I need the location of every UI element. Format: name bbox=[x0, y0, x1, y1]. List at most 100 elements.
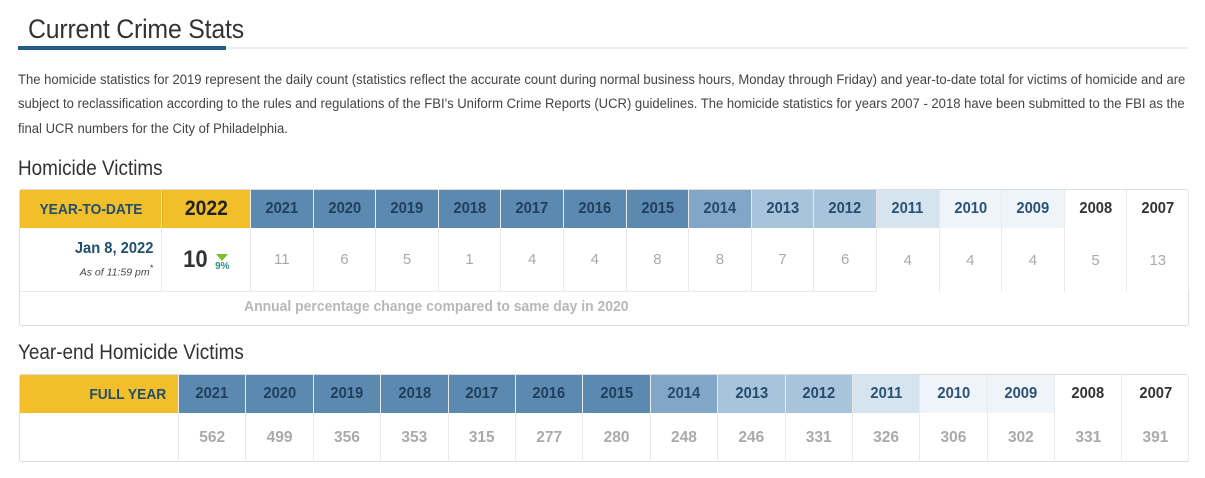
current-ytd-cell: 10 9% bbox=[162, 228, 251, 292]
yearend-year-header: 2020 bbox=[246, 375, 314, 413]
homicide-year-header: 2007 bbox=[1127, 190, 1190, 228]
yearend-value-cell: 306 bbox=[920, 413, 988, 462]
yearend-year-header: 2013 bbox=[718, 375, 786, 413]
yearend-year-label: 2020 bbox=[263, 385, 296, 402]
page-header: Current Crime Stats bbox=[18, 8, 1188, 52]
homicide-value-cell: 4 bbox=[1002, 228, 1065, 292]
homicide-year-header: 2012 bbox=[814, 190, 877, 228]
ytd-values-row: Jan 8, 2022 As of 11:59 pm* 10 9% 11 6 5 1 4… bbox=[20, 228, 1190, 292]
homicide-year-header: 2009 bbox=[1002, 190, 1065, 228]
homicide-value-cell: 6 bbox=[814, 228, 877, 292]
homicide-value-cell: 13 bbox=[1127, 228, 1190, 292]
homicide-year-label: 2011 bbox=[891, 200, 924, 217]
yearend-year-label: 2018 bbox=[397, 385, 431, 402]
full-year-label: FULL YEAR bbox=[20, 375, 179, 413]
year-end-blank-cell bbox=[20, 413, 179, 462]
ytd-header-row: YEAR-TO-DATE 2022 2021 2020 2019 2018 2017 20… bbox=[20, 190, 1190, 228]
yearend-year-header: 2008 bbox=[1055, 375, 1123, 413]
trend-down-icon bbox=[216, 253, 229, 261]
homicide-year-label: 2018 bbox=[453, 200, 486, 217]
yearend-year-label: 2010 bbox=[937, 385, 970, 402]
homicide-value-cell: 5 bbox=[376, 228, 439, 292]
yearend-year-header: 2016 bbox=[515, 375, 584, 413]
homicide-value-cell: 6 bbox=[313, 228, 377, 292]
yearend-value-cell: 277 bbox=[516, 413, 584, 462]
as-of-date-cell: Jan 8, 2022 As of 11:59 pm* bbox=[20, 228, 162, 292]
homicide-year-header: 2016 bbox=[563, 190, 627, 228]
yearend-value-cell: 246 bbox=[718, 413, 786, 462]
homicide-value-cell: 4 bbox=[501, 228, 564, 292]
full-year-label-text: FULL YEAR bbox=[89, 385, 167, 403]
yearend-year-header: 2010 bbox=[920, 375, 988, 413]
yearend-year-label: 2012 bbox=[802, 385, 836, 402]
homicide-year-label: 2009 bbox=[1016, 200, 1050, 217]
yearend-year-label: 2013 bbox=[734, 385, 768, 402]
yearend-year-header: 2015 bbox=[583, 375, 651, 413]
homicide-year-header: 2013 bbox=[751, 190, 815, 228]
yearend-year-label: 2011 bbox=[870, 385, 903, 402]
homicide-year-label: 2020 bbox=[328, 200, 361, 217]
homicide-year-header: 2019 bbox=[376, 190, 439, 228]
yearend-year-header: 2021 bbox=[179, 375, 247, 413]
homicide-year-header: 2015 bbox=[626, 190, 690, 228]
homicide-value-cell: 4 bbox=[563, 228, 627, 292]
current-ytd-value: 10 bbox=[183, 245, 209, 273]
homicide-year-label: 2016 bbox=[578, 200, 612, 217]
homicide-ytd-table: YEAR-TO-DATE 2022 2021 2020 2019 2018 2017 20… bbox=[19, 189, 1190, 326]
title-underline bbox=[18, 46, 226, 50]
ytd-label-text: YEAR-TO-DATE bbox=[38, 200, 142, 218]
yearend-value-cell: 356 bbox=[314, 413, 382, 462]
homicide-value-cell: 8 bbox=[689, 228, 752, 292]
homicide-year-header: 2008 bbox=[1064, 190, 1128, 228]
homicide-year-header: 2018 bbox=[438, 190, 502, 228]
homicide-year-label: 2014 bbox=[703, 200, 737, 217]
homicide-year-label: 2007 bbox=[1141, 200, 1175, 217]
yearend-year-header: 2017 bbox=[448, 375, 516, 413]
yearend-year-header: 2018 bbox=[381, 375, 449, 413]
percent-change-note: Annual percentage change compared to sam… bbox=[244, 298, 629, 315]
page-title: Current Crime Stats bbox=[28, 14, 244, 44]
homicide-value-cell: 4 bbox=[940, 228, 1003, 292]
current-year-header: 2022 bbox=[162, 190, 251, 228]
yearend-value-cell: 302 bbox=[988, 413, 1056, 462]
yearend-value-cell: 562 bbox=[179, 413, 247, 462]
yearend-year-label: 2017 bbox=[465, 385, 499, 402]
yearend-value-cell: 391 bbox=[1122, 413, 1190, 462]
yearend-value-cell: 331 bbox=[786, 413, 853, 462]
yearend-value-cell: 326 bbox=[853, 413, 921, 462]
homicide-year-label: 2010 bbox=[953, 200, 987, 217]
homicide-year-header: 2014 bbox=[689, 190, 752, 228]
homicide-year-header: 2017 bbox=[501, 190, 564, 228]
intro-paragraph: The homicide statistics for 2019 represe… bbox=[18, 72, 1186, 137]
yearend-year-label: 2014 bbox=[667, 385, 701, 402]
yearend-year-header: 2014 bbox=[650, 375, 719, 413]
yearend-year-label: 2009 bbox=[1004, 385, 1038, 402]
homicide-year-label: 2008 bbox=[1079, 200, 1112, 217]
yearend-value-cell: 315 bbox=[449, 413, 516, 462]
homicide-year-header: 2021 bbox=[251, 190, 314, 228]
yearend-year-label: 2016 bbox=[532, 385, 566, 402]
yearend-value-cell: 280 bbox=[583, 413, 651, 462]
yearend-year-label: 2021 bbox=[195, 385, 229, 402]
homicide-year-header: 2010 bbox=[939, 190, 1003, 228]
homicide-year-label: 2021 bbox=[265, 200, 299, 217]
as-of-footnote-mark: * bbox=[149, 263, 153, 274]
yearend-year-label: 2008 bbox=[1071, 385, 1105, 402]
yearend-year-header: 2012 bbox=[785, 375, 853, 413]
year-end-heading: Year-end Homicide Victims bbox=[18, 341, 244, 364]
year-end-values-row: 562 499 356 353 315 277 280 248 246 331 326 306 302 3… bbox=[20, 413, 1190, 462]
current-year-text: 2022 bbox=[185, 197, 228, 220]
yearend-value-cell: 499 bbox=[246, 413, 314, 462]
homicide-year-label: 2012 bbox=[828, 200, 862, 217]
yearend-year-label: 2015 bbox=[600, 385, 633, 402]
year-end-table: FULL YEAR 2021 2020 2019 2018 2017 2016 2015 20… bbox=[19, 374, 1190, 462]
yearend-value-cell: 248 bbox=[651, 413, 719, 462]
homicide-year-header: 2020 bbox=[313, 190, 377, 228]
yearend-year-label: 2007 bbox=[1139, 385, 1172, 402]
yearend-value-cell: 353 bbox=[381, 413, 449, 462]
ytd-label: YEAR-TO-DATE bbox=[20, 190, 162, 228]
homicide-year-label: 2019 bbox=[390, 200, 424, 217]
yearend-year-header: 2011 bbox=[852, 375, 921, 413]
percent-change-value: 9% bbox=[215, 260, 230, 272]
percent-change: 9% bbox=[215, 253, 230, 272]
